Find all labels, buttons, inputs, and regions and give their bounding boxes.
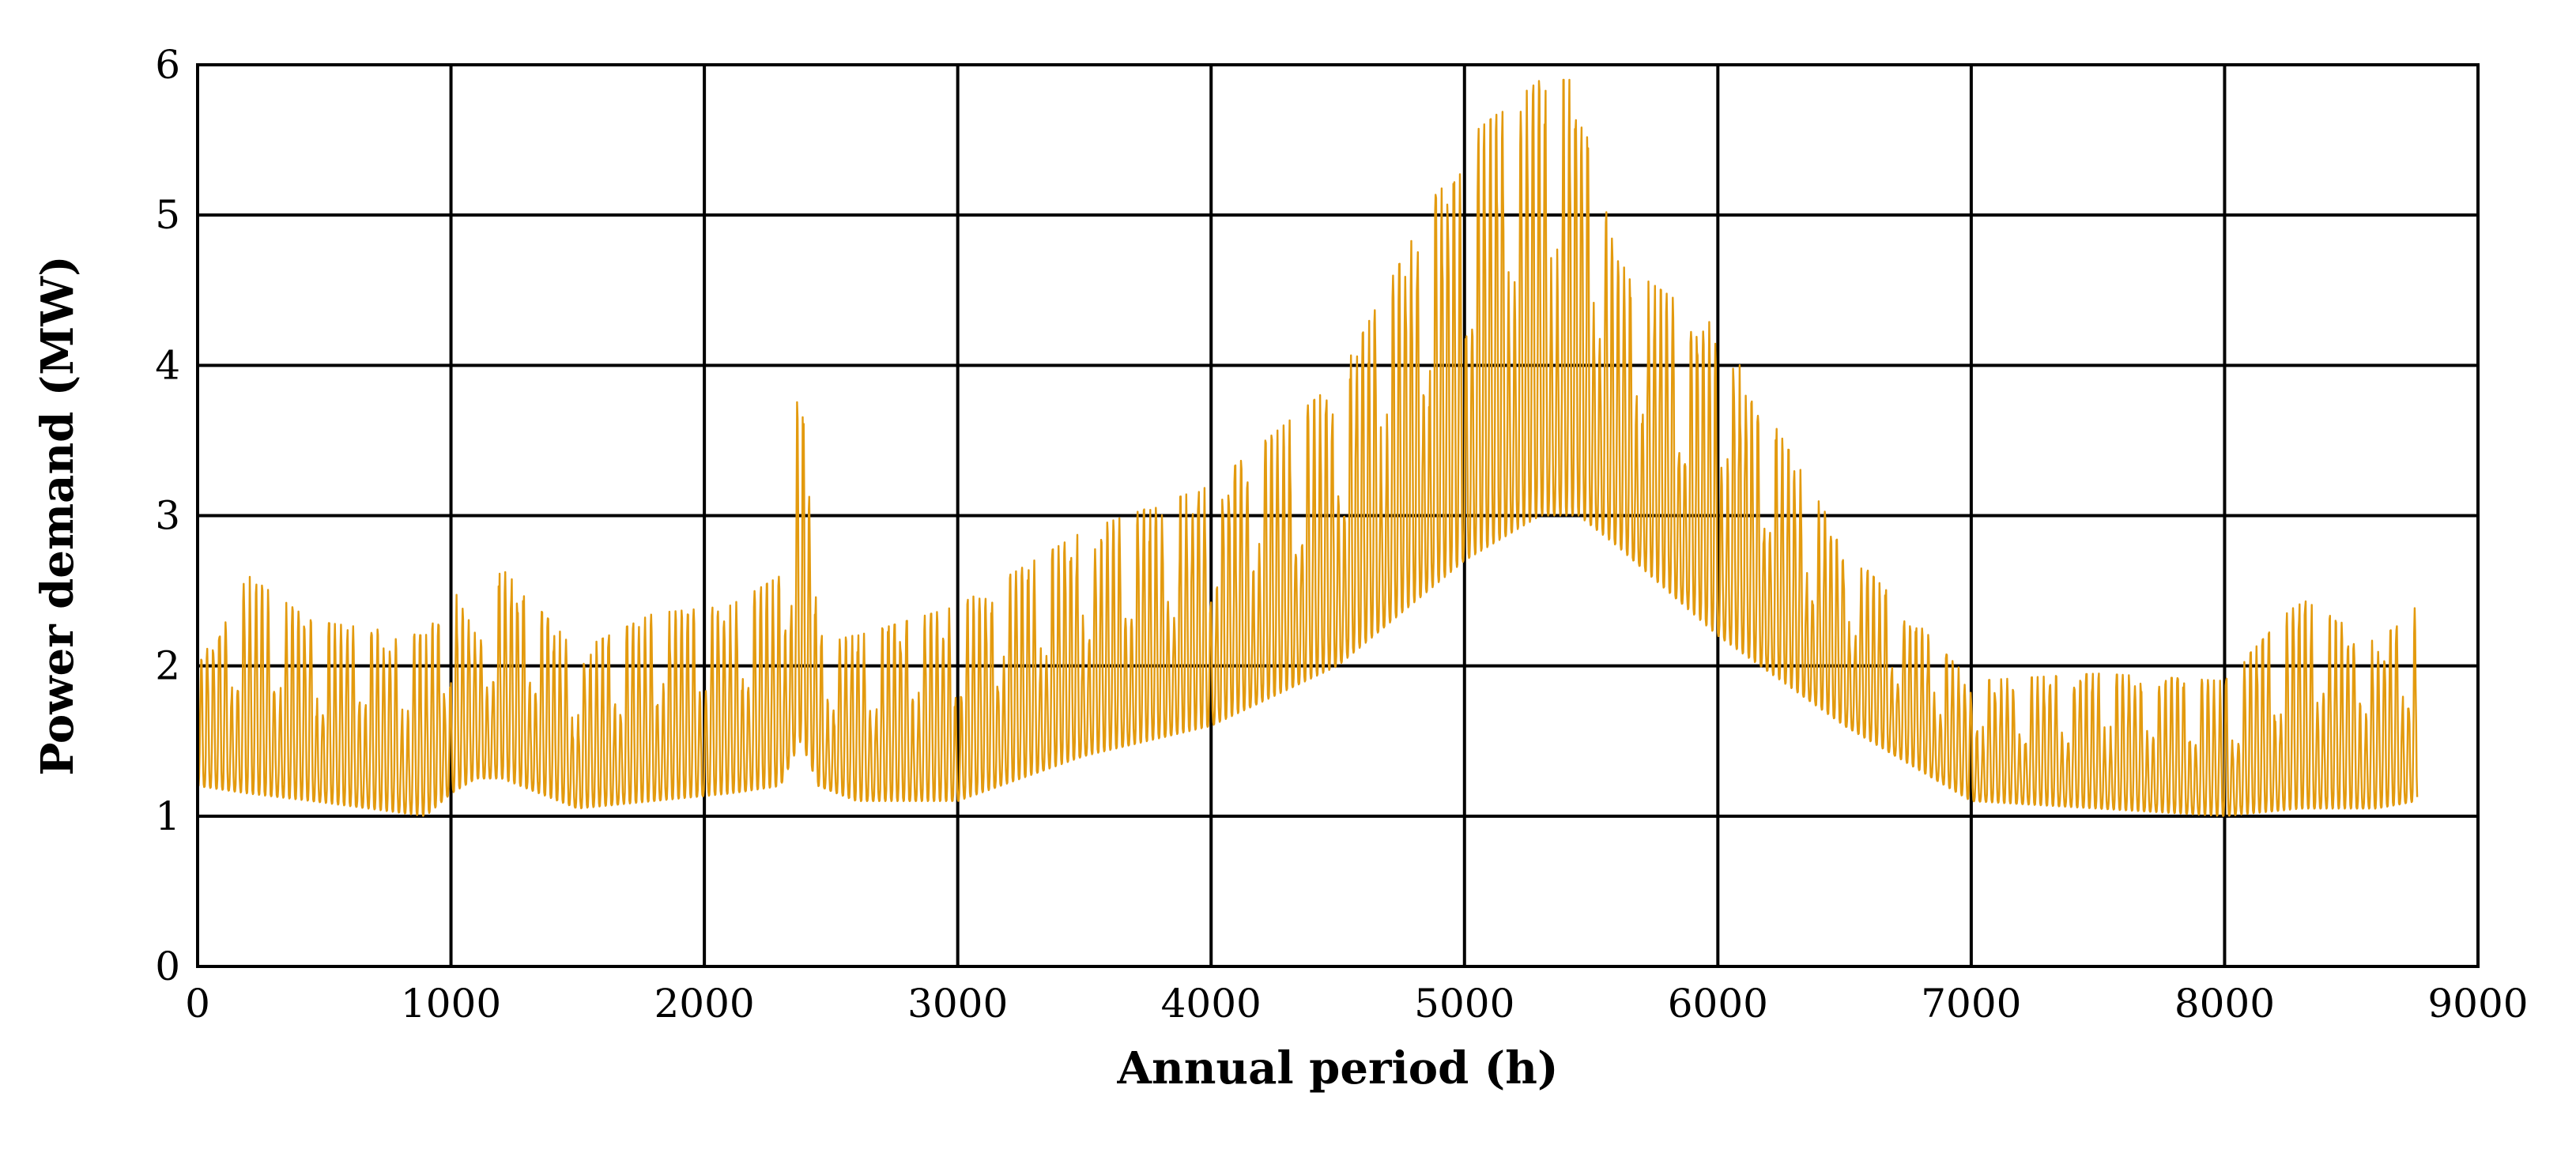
x-tick-label: 8000 bbox=[2174, 981, 2275, 1027]
x-tick-label: 5000 bbox=[1414, 981, 1514, 1027]
x-tick-label: 7000 bbox=[1921, 981, 2021, 1027]
x-tick-label: 6000 bbox=[1668, 981, 1768, 1027]
power-demand-series-line bbox=[196, 78, 2419, 817]
y-tick-label: 4 bbox=[155, 342, 180, 388]
y-axis-title: Power demand (MW) bbox=[32, 255, 84, 775]
tick-labels: 0 1000 2000 3000 4000 5000 6000 7000 8000 9000 0 1 2… bbox=[155, 42, 2528, 1027]
series-layer bbox=[196, 78, 2419, 817]
y-tick-label: 3 bbox=[155, 493, 180, 539]
y-tick-label: 5 bbox=[155, 192, 180, 238]
x-axis-title: Annual period (h) bbox=[1117, 1042, 1559, 1094]
y-tick-label: 2 bbox=[155, 643, 180, 689]
y-tick-label: 6 bbox=[155, 42, 180, 88]
x-tick-label: 4000 bbox=[1161, 981, 1262, 1027]
y-tick-label: 1 bbox=[155, 793, 180, 839]
y-tick-label: 0 bbox=[155, 944, 180, 989]
plot-area-frame bbox=[196, 63, 2480, 968]
x-tick-label: 0 bbox=[185, 981, 210, 1027]
x-tick-label: 1000 bbox=[401, 981, 501, 1027]
x-tick-label: 9000 bbox=[2427, 981, 2528, 1027]
x-tick-label: 3000 bbox=[907, 981, 1008, 1027]
x-tick-label: 2000 bbox=[654, 981, 754, 1027]
